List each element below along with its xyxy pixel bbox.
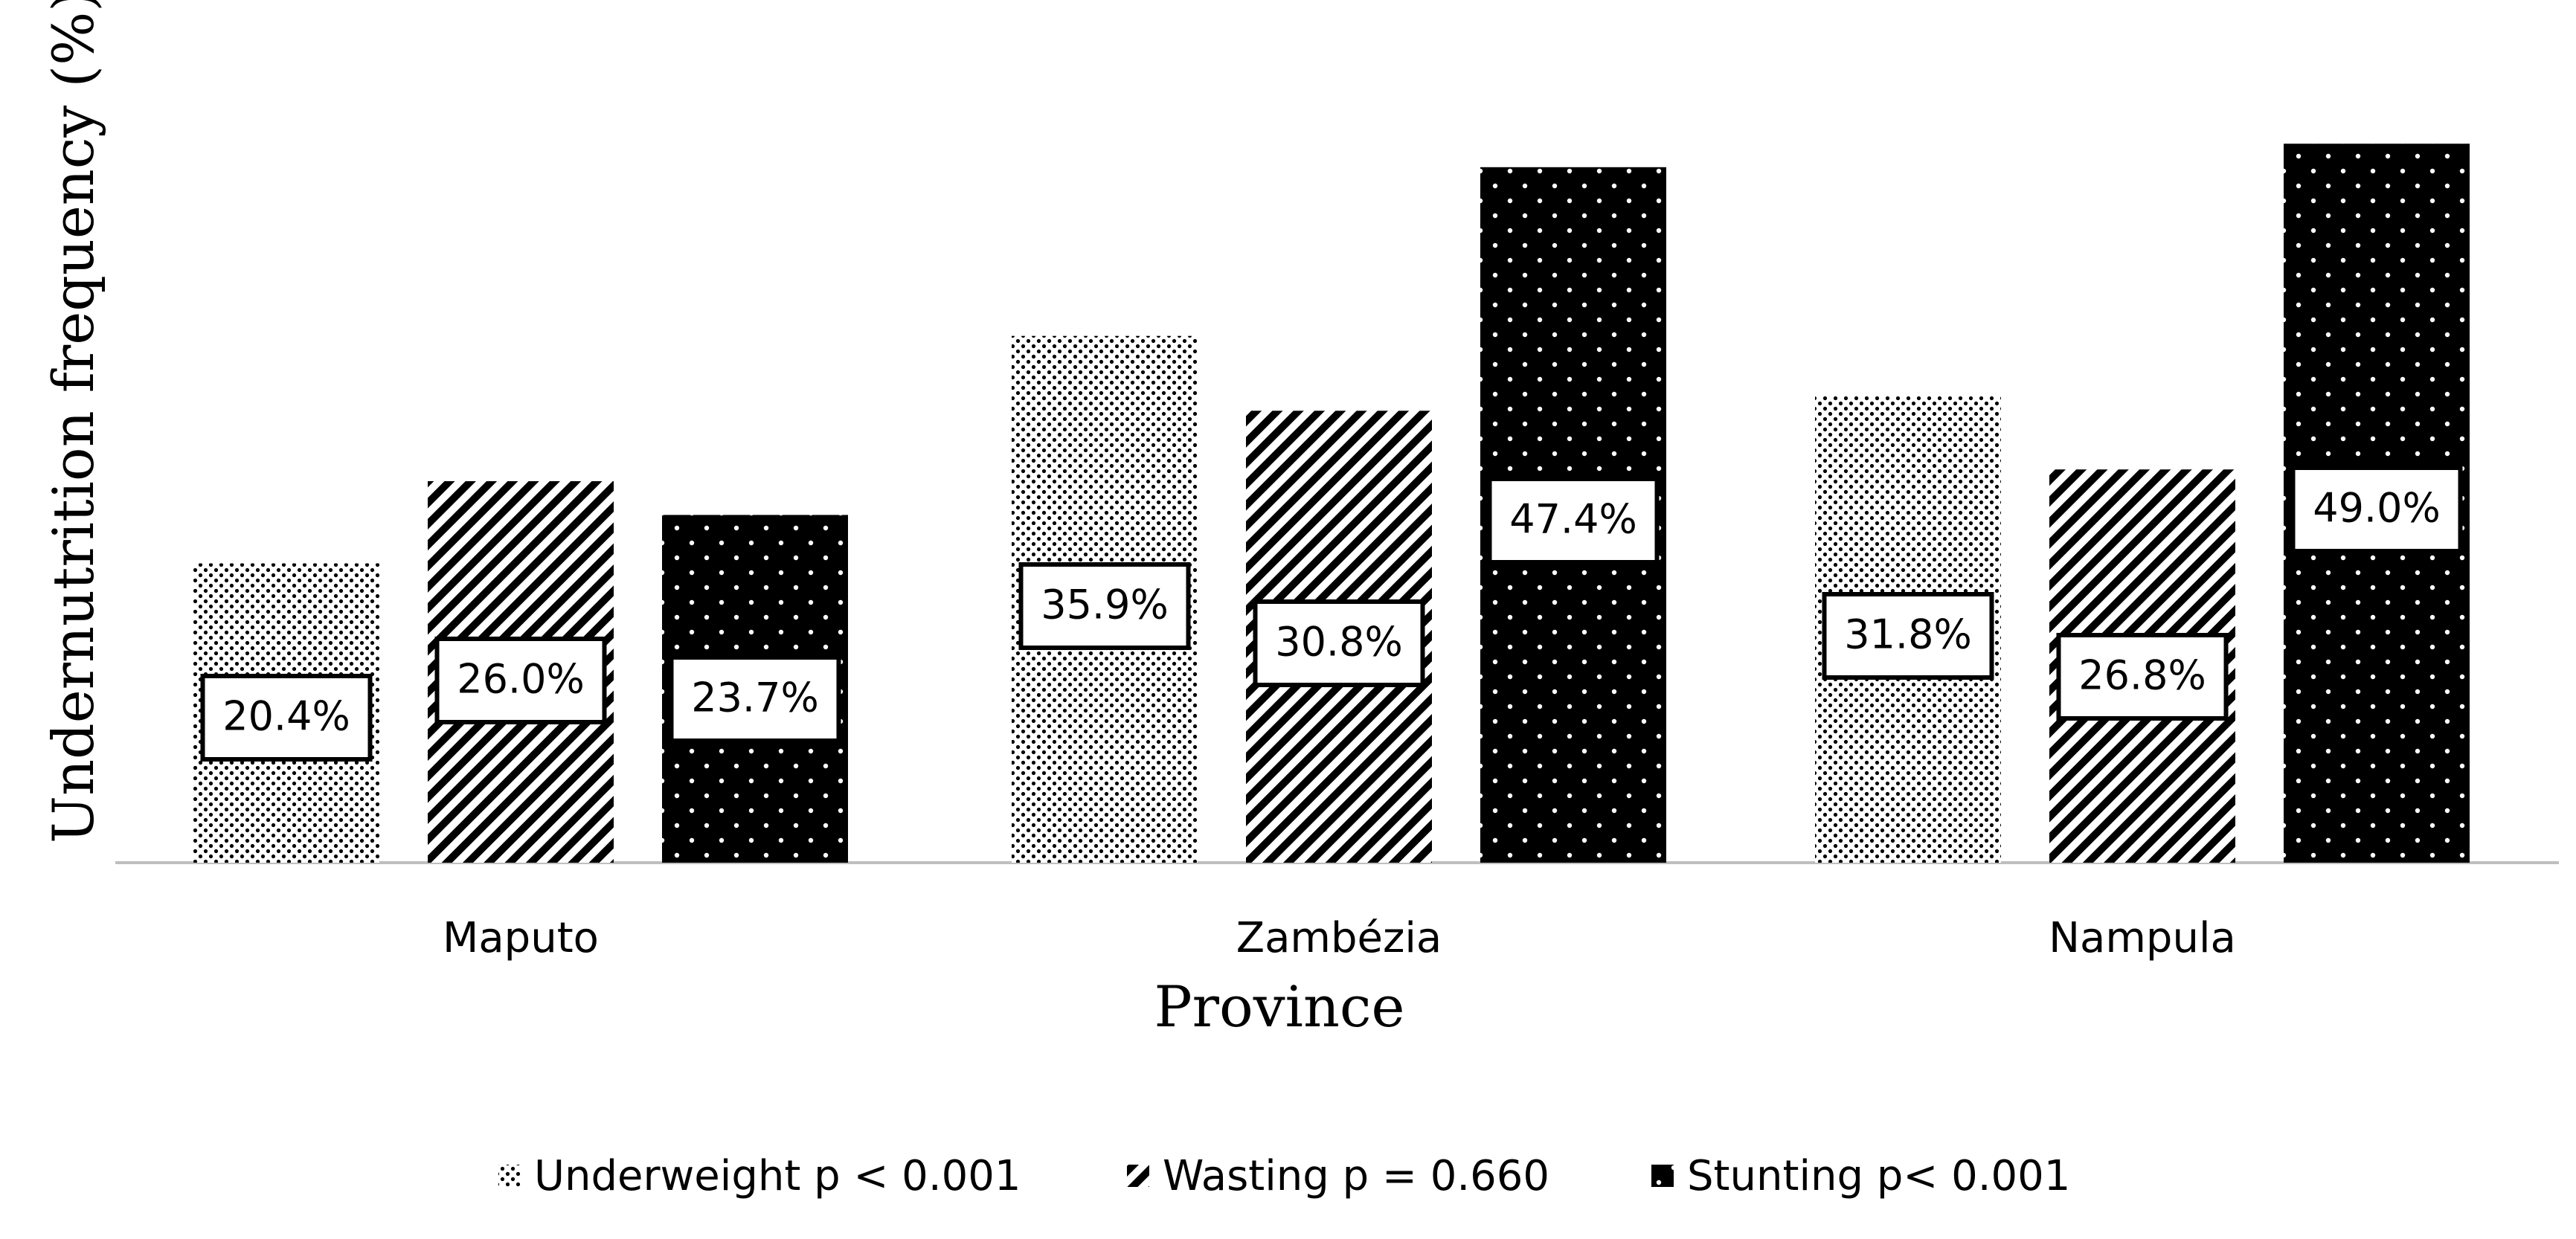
x-tick-label: Maputo [443,914,599,962]
y-axis-title-group: Undernutrition frequency (%) [40,0,106,843]
data-label: 26.0% [457,656,585,703]
data-label: 49.0% [2313,485,2441,532]
x-tick-labels: Maputo Zambézia Nampula [443,914,2236,962]
x-tick-label: Zambézia [1236,914,1442,962]
x-axis-title: Province [1154,974,1405,1040]
data-label: 35.9% [1041,582,1169,628]
data-label-box [1253,599,1425,687]
legend-label-wasting: Wasting p = 0.660 [1163,1152,1549,1200]
legend: Underweight p < 0.001 Wasting p = 0.660 St… [498,1152,2070,1200]
x-tick-label: Nampula [2049,914,2236,962]
data-label: 26.8% [2078,652,2206,699]
bars-group [193,144,2470,863]
legend-swatch-stunting [1651,1165,1674,1187]
legend-label-underweight: Underweight p < 0.001 [534,1152,1021,1200]
data-label-box [669,655,841,743]
data-label-box [434,637,607,724]
data-label: 30.8% [1275,619,1403,666]
data-label-box [2290,466,2463,553]
y-axis-title: Undernutrition frequency (%) [40,0,106,843]
data-label-box [1487,477,1660,564]
legend-label-stunting: Stunting p< 0.001 [1687,1152,2070,1200]
data-label: 20.4% [222,693,350,740]
data-label: 23.7% [691,675,819,721]
data-label: 31.8% [1844,611,1972,658]
data-label-box [1018,562,1191,650]
data-label-box [2056,633,2229,721]
data-label-box [1822,592,1994,680]
data-label-box [200,674,373,762]
legend-swatch-wasting [1127,1165,1149,1187]
legend-swatch-underweight [498,1165,521,1187]
data-label: 47.4% [1509,496,1637,543]
data-labels-group: 20.4% 26.0% 23.7% 35.9% 30.8% 47.4% 31.8% 26.8%… [200,466,2463,762]
